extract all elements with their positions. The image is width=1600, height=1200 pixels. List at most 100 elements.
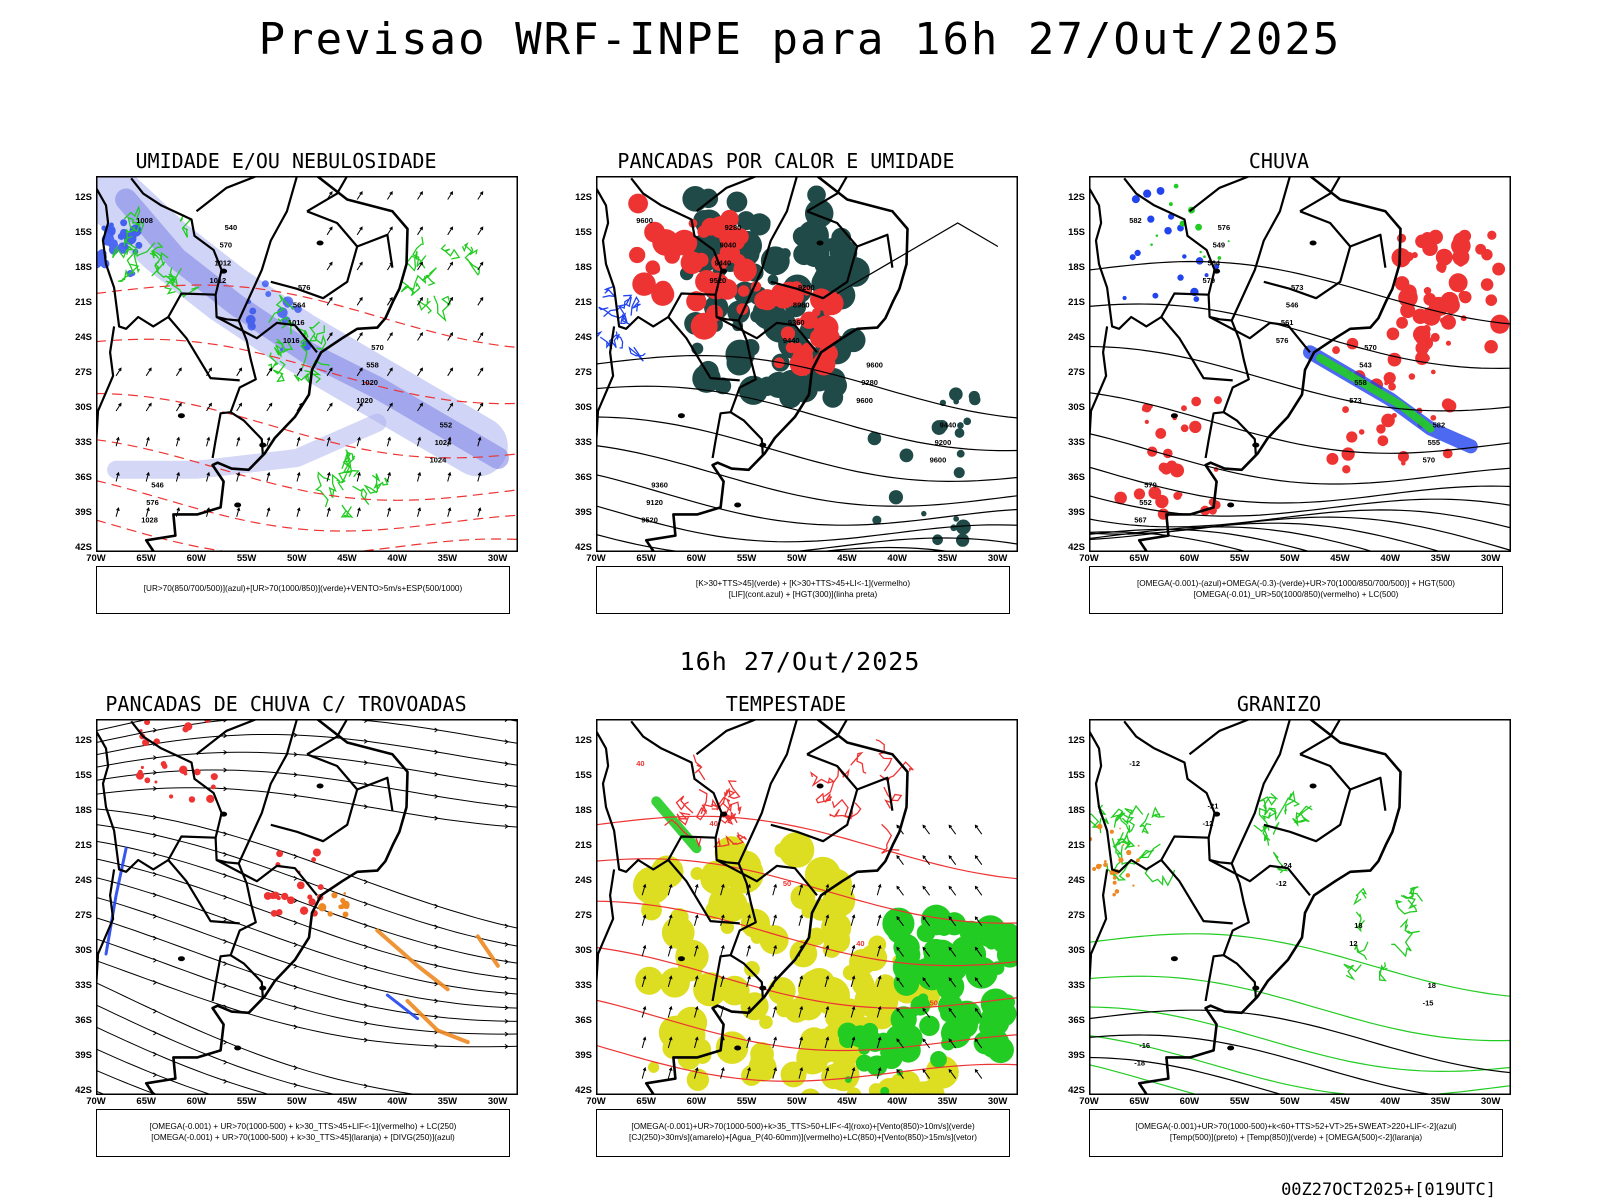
isoline — [1089, 526, 1377, 552]
shaded-area — [1189, 420, 1202, 434]
shaded-area — [342, 911, 349, 918]
isoline — [596, 1044, 1018, 1082]
shaded-area — [108, 239, 119, 250]
shaded-area — [794, 318, 802, 326]
border-line — [667, 316, 740, 382]
contour-line — [664, 818, 702, 848]
shaded-area — [1442, 448, 1453, 459]
contour-label: 50 — [783, 879, 791, 888]
wind-vector — [175, 367, 182, 377]
isoline — [1089, 466, 1511, 504]
shaded-area — [647, 1061, 660, 1073]
shaded-area — [1164, 226, 1172, 235]
shaded-area — [210, 773, 218, 781]
isoline — [1089, 975, 1511, 1042]
latitude-tick-label: 12S — [575, 192, 592, 203]
contour-line — [875, 739, 893, 772]
panel-title: PANCADAS DE CHUVA C/ TROVOADAS — [105, 692, 467, 716]
lake-marker — [259, 442, 267, 448]
shaded-area — [675, 1006, 708, 1039]
streamline-arrow — [364, 879, 369, 885]
forecast-panel: CHUVA 12S 15S 18S 21S 24S 27S 30S 33S 36S 39S 42S 70… — [1044, 149, 1514, 619]
wind-vector — [175, 436, 180, 447]
shaded-area — [1475, 243, 1487, 255]
longitude-tick-label: 65W — [1129, 1096, 1149, 1107]
shaded-area — [1195, 257, 1204, 265]
wind-vector — [236, 436, 241, 447]
panel-title: TEMPESTADE — [725, 692, 847, 716]
streamline-arrow — [293, 732, 298, 738]
longitude-tick-label: 40W — [1380, 553, 1400, 564]
wind-vector — [974, 1038, 983, 1049]
border-line — [1299, 176, 1342, 213]
contour-line — [1118, 832, 1131, 851]
longitude-tick-label: 30W — [487, 553, 508, 564]
thunder-red-area-2 — [263, 848, 324, 917]
wind-vector — [206, 402, 212, 412]
latitude-tick-label: 36S — [575, 1015, 592, 1026]
east-coastline — [144, 176, 409, 552]
shaded-area — [955, 533, 970, 547]
shaded-area — [1156, 187, 1165, 195]
wind-vector — [266, 367, 273, 377]
isoline — [1089, 392, 1511, 454]
contour-label: 549 — [1213, 241, 1226, 250]
wind-vector — [720, 975, 725, 988]
streamline-arrow — [153, 727, 158, 733]
green-humidity-contours-4 — [315, 449, 390, 519]
shaded-area — [949, 387, 963, 402]
isoline — [596, 533, 1018, 552]
border-line — [596, 869, 616, 995]
contour-line — [1121, 804, 1144, 825]
contour-line — [810, 771, 835, 787]
streamline — [96, 787, 518, 828]
shaded-area — [1342, 465, 1351, 474]
wind-vector — [386, 296, 393, 306]
wind-vector — [386, 471, 391, 482]
wind-vector — [145, 436, 150, 447]
isoline — [596, 445, 1018, 507]
border-line — [195, 176, 258, 213]
wind-vector — [896, 1038, 904, 1049]
political-boundaries — [96, 719, 409, 1095]
shaded-area — [789, 939, 818, 968]
latitude-tick-label: 39S — [1068, 1050, 1085, 1061]
latitude-tick-label: 21S — [75, 840, 92, 851]
wind-vector — [922, 1068, 931, 1079]
shaded-area — [910, 995, 931, 1016]
weather-map: 582 579 576 573 570 567 564 561 558 555 552 549 546 5… — [1089, 176, 1511, 552]
isoline — [596, 999, 1018, 1052]
contour-line — [1274, 790, 1296, 822]
wind-vector — [641, 975, 647, 988]
contour-label: -12 — [1276, 879, 1287, 888]
shaded-area — [692, 364, 721, 393]
wind-vector — [896, 1068, 904, 1079]
wind-vector — [417, 296, 423, 306]
shaded-area — [653, 287, 667, 301]
contour-label: 1016 — [283, 336, 300, 345]
longitude-tick-label: 50W — [1280, 1096, 1300, 1107]
shaded-area — [1381, 413, 1395, 428]
border-line — [695, 719, 758, 756]
streamline-arrow — [434, 924, 439, 930]
wind-vector — [720, 914, 725, 926]
map-frame — [1089, 719, 1511, 1095]
shaded-area — [899, 965, 913, 979]
shaded-area — [1136, 858, 1140, 863]
shaded-area — [1412, 308, 1428, 324]
contour-label: 564 — [1208, 258, 1221, 267]
contour-labels: -12 -12 -12 12 -15 -18 -21 -24 18 18 -16 — [1129, 759, 1436, 1068]
lake-marker — [177, 413, 185, 419]
lake-marker — [720, 811, 728, 817]
border-line — [1204, 294, 1250, 459]
shaded-area — [1480, 278, 1494, 291]
streamline-arrow — [364, 901, 369, 907]
shaded-area — [249, 307, 257, 315]
wind-vector — [477, 226, 484, 236]
wind-vector — [746, 914, 751, 926]
shaded-area — [990, 1000, 1017, 1027]
streamline-arrow — [153, 755, 158, 761]
contour-label: 40 — [710, 819, 718, 828]
shaded-area — [1133, 488, 1146, 500]
panel-legend: [UR>70(850/700/500)](azul)+[UR>70(1000/8… — [96, 566, 510, 614]
